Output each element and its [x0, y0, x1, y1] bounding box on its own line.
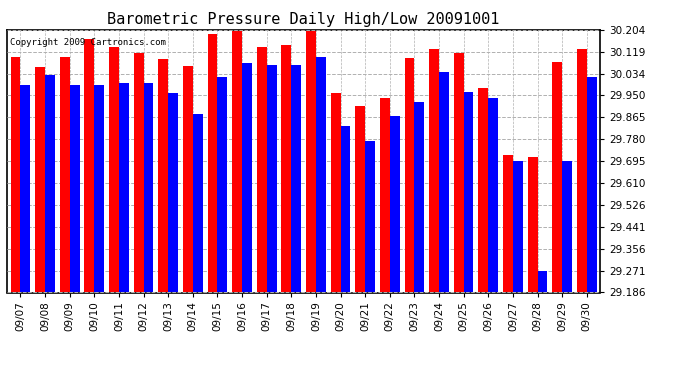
Bar: [168, 93, 178, 292]
Bar: [528, 158, 538, 292]
Bar: [538, 271, 547, 292]
Bar: [266, 64, 277, 292]
Bar: [478, 88, 489, 292]
Bar: [331, 93, 341, 292]
Bar: [134, 53, 144, 292]
Bar: [70, 85, 79, 292]
Bar: [552, 62, 562, 292]
Bar: [158, 59, 168, 292]
Bar: [291, 64, 301, 292]
Bar: [454, 53, 464, 292]
Bar: [84, 39, 95, 292]
Bar: [577, 49, 586, 292]
Bar: [282, 45, 291, 292]
Bar: [439, 72, 449, 292]
Bar: [183, 66, 193, 292]
Bar: [404, 58, 415, 292]
Bar: [233, 31, 242, 292]
Bar: [316, 57, 326, 292]
Bar: [464, 92, 473, 292]
Bar: [365, 141, 375, 292]
Bar: [45, 75, 55, 292]
Bar: [503, 155, 513, 292]
Bar: [217, 78, 227, 292]
Bar: [306, 31, 316, 292]
Bar: [10, 57, 21, 292]
Bar: [95, 85, 104, 292]
Bar: [415, 102, 424, 292]
Bar: [35, 67, 45, 292]
Bar: [355, 106, 365, 292]
Bar: [380, 98, 390, 292]
Bar: [21, 85, 30, 292]
Bar: [60, 57, 70, 292]
Bar: [257, 46, 266, 292]
Bar: [489, 98, 498, 292]
Bar: [562, 161, 572, 292]
Bar: [429, 49, 439, 292]
Bar: [341, 126, 351, 292]
Bar: [119, 82, 129, 292]
Bar: [586, 78, 597, 292]
Text: Copyright 2009 Cartronics.com: Copyright 2009 Cartronics.com: [10, 38, 166, 47]
Bar: [390, 116, 400, 292]
Bar: [242, 63, 252, 292]
Title: Barometric Pressure Daily High/Low 20091001: Barometric Pressure Daily High/Low 20091…: [108, 12, 500, 27]
Bar: [193, 114, 203, 292]
Bar: [144, 82, 153, 292]
Bar: [513, 161, 523, 292]
Bar: [109, 46, 119, 292]
Bar: [208, 34, 217, 292]
